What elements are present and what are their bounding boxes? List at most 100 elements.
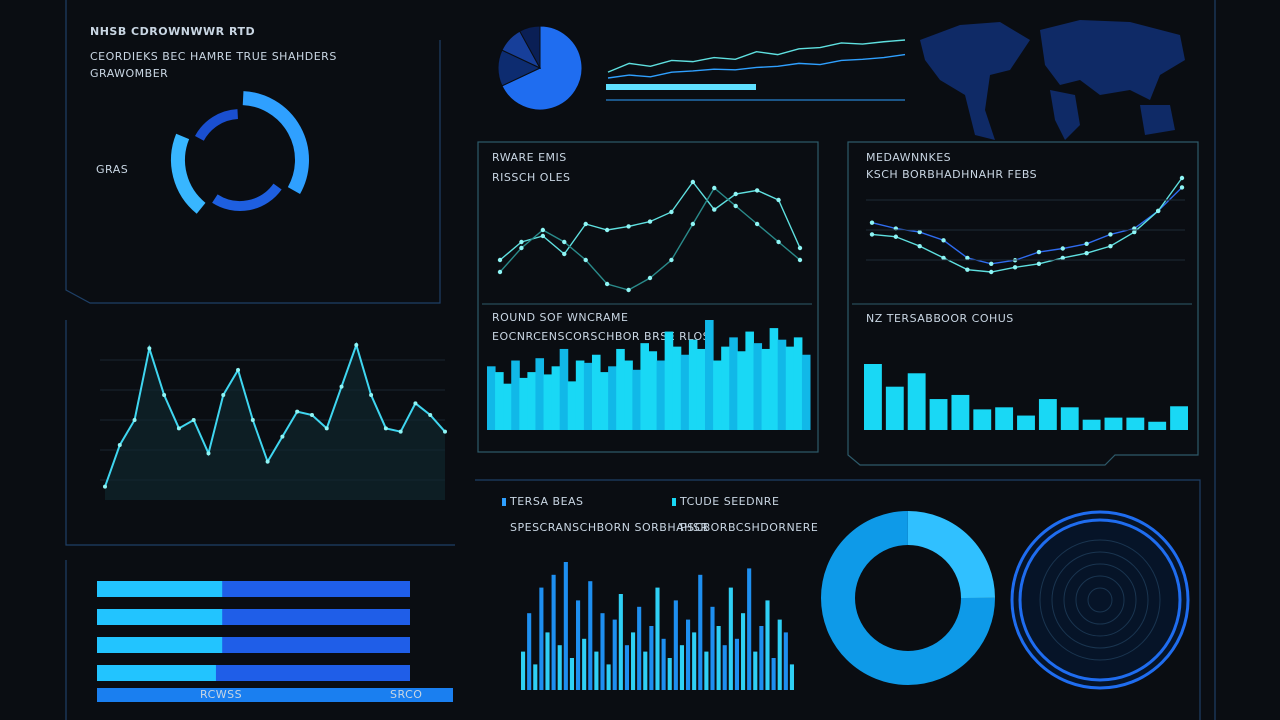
line-point <box>1012 265 1018 270</box>
world-map <box>920 20 1185 140</box>
spike <box>600 613 605 690</box>
spike <box>527 613 532 690</box>
wave-point <box>295 409 300 414</box>
radar-ring <box>1063 563 1137 637</box>
line-point <box>776 197 781 203</box>
wave-point <box>250 418 255 422</box>
spike <box>734 638 739 690</box>
wave-point <box>103 484 107 489</box>
line-point <box>941 238 946 243</box>
line-point <box>497 257 503 263</box>
donut-segment <box>907 511 995 599</box>
line-point <box>1036 261 1042 266</box>
bar <box>973 409 992 430</box>
wave-point <box>265 459 270 464</box>
bar <box>575 360 585 430</box>
label: SPESCRANSCHBORN SORBHAHSR <box>510 521 709 534</box>
bar <box>995 407 1014 430</box>
line-point <box>1060 246 1065 251</box>
bar <box>737 351 746 430</box>
line-point <box>647 219 653 224</box>
line-point <box>733 203 738 209</box>
wave-point <box>413 401 418 406</box>
spike <box>533 664 538 690</box>
bar <box>769 328 779 430</box>
bar <box>503 383 512 430</box>
bar <box>551 366 561 430</box>
label: TCUDE SEEDNRE <box>679 495 779 508</box>
label: CEORDIEKS BEC HAMRE TRUE SHAHDERS <box>90 50 337 63</box>
bar <box>495 372 504 430</box>
donut-segment <box>821 511 995 685</box>
radar-ring <box>1039 539 1161 661</box>
bar <box>696 348 706 430</box>
spike <box>783 632 788 690</box>
spike <box>655 587 660 690</box>
line-point <box>540 233 546 239</box>
line-point <box>519 239 524 245</box>
wave-point <box>339 384 344 389</box>
spike <box>563 562 568 690</box>
line-point <box>893 234 899 239</box>
line-point <box>917 243 922 249</box>
bar <box>705 320 714 430</box>
spike <box>618 594 623 690</box>
line-point <box>776 239 781 245</box>
footer-bar <box>97 688 453 702</box>
label: ROUND SOF WNCRAME <box>492 311 628 324</box>
wave-point <box>162 393 167 397</box>
line-point <box>1036 249 1042 255</box>
progress-fill <box>97 637 223 653</box>
line-point <box>754 188 760 193</box>
wave-point <box>280 434 285 439</box>
line-point <box>1084 241 1089 246</box>
line-point <box>941 255 946 261</box>
bar <box>777 339 787 430</box>
bar <box>721 346 730 430</box>
spike <box>606 664 611 690</box>
line-point <box>1084 251 1089 256</box>
legend-swatch <box>502 498 506 506</box>
wave-point <box>221 393 226 397</box>
label: RCWSS <box>200 688 242 701</box>
spike <box>771 658 776 690</box>
wave-point <box>176 426 181 431</box>
line-point <box>1132 229 1137 235</box>
wave-point <box>206 451 211 456</box>
label: NHSB CDROWNWWR RTD <box>90 25 255 38</box>
line-point <box>797 245 803 251</box>
bar <box>1104 417 1123 430</box>
radar-ring <box>1018 518 1182 682</box>
spike <box>643 651 648 690</box>
spike <box>747 568 752 690</box>
spike <box>728 587 733 690</box>
bar <box>640 343 649 430</box>
line-point <box>562 251 567 257</box>
label: GRAWOMBER <box>90 67 168 80</box>
line-point <box>1060 255 1065 261</box>
line-point <box>989 261 994 266</box>
pie-slice <box>519 25 541 69</box>
wave-point <box>236 368 241 372</box>
label: KSCH BORBHADHNAHR FEBS <box>866 168 1037 181</box>
wave-point <box>147 346 152 351</box>
spike <box>631 632 636 690</box>
line-point <box>965 267 970 272</box>
right-frame <box>475 0 1216 720</box>
line-series <box>871 177 1183 273</box>
bar <box>527 372 536 430</box>
line-point <box>626 224 631 229</box>
bar <box>1126 417 1145 430</box>
line-point <box>869 232 875 237</box>
wave-point <box>117 443 122 447</box>
label: PSCBORBCSHDORNERE <box>680 521 818 534</box>
bar <box>656 360 666 430</box>
line-point <box>690 221 696 227</box>
bar <box>559 348 569 430</box>
line-point <box>669 257 674 263</box>
line-point <box>519 245 524 251</box>
bar <box>885 386 904 430</box>
line-point <box>965 255 970 261</box>
spike <box>692 632 697 690</box>
spike <box>777 619 782 690</box>
